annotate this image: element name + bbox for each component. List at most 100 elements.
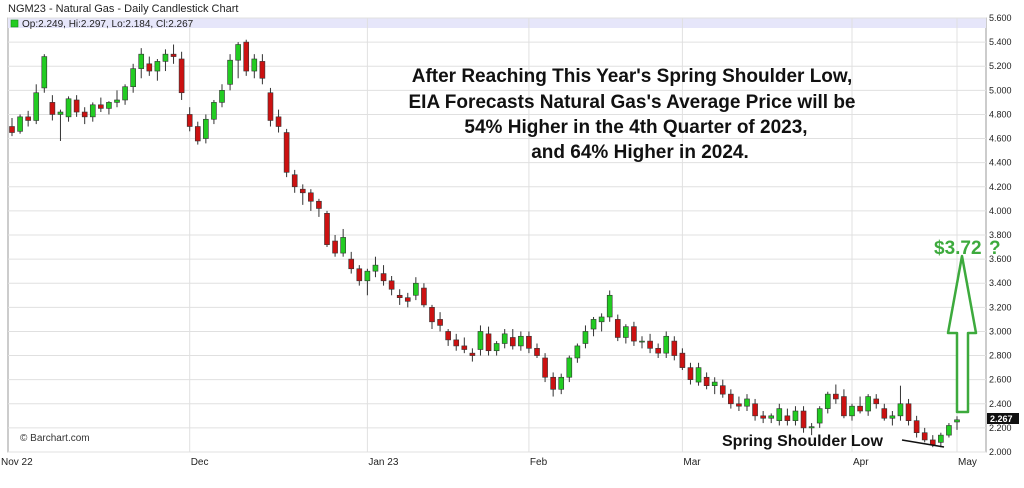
y-tick-label: 2.400 [989, 399, 1012, 409]
candle-body [89, 104, 96, 118]
x-tick-label: Apr [853, 457, 869, 468]
candle [146, 56, 153, 76]
candle-body [259, 61, 266, 79]
candle-body [938, 434, 944, 443]
candle [477, 325, 484, 356]
candle [623, 324, 629, 344]
spring-shoulder-low-pointer [901, 439, 945, 448]
candle-body [509, 337, 516, 347]
candle-body [291, 174, 298, 188]
candle-body [849, 405, 855, 417]
candle [138, 48, 145, 79]
candle [558, 373, 565, 395]
candle-body [857, 405, 863, 412]
candle [364, 268, 371, 296]
candle [57, 109, 64, 141]
candle [283, 128, 290, 178]
candle [461, 337, 468, 354]
candle-body [808, 426, 815, 429]
candles [9, 39, 960, 448]
x-tick-label: Dec [191, 457, 209, 468]
candle [728, 389, 734, 409]
candle [404, 292, 411, 308]
candle [437, 312, 443, 332]
candle [768, 413, 775, 424]
candle [89, 102, 96, 122]
candle-body [380, 273, 387, 282]
candle [380, 265, 387, 286]
candle-body [614, 319, 621, 338]
candle [606, 290, 613, 322]
candle-body [929, 439, 936, 446]
candle-body [881, 408, 888, 419]
annotation-line-1: After Reaching This Year's Spring Should… [412, 66, 853, 87]
candle-body [203, 118, 209, 139]
spring-shoulder-low-label: Spring Shoulder Low [722, 433, 883, 450]
candle [574, 343, 581, 363]
candle [251, 54, 258, 79]
candle [752, 398, 758, 421]
candle [396, 289, 403, 305]
candle [235, 42, 241, 79]
y-tick-label: 5.200 [989, 61, 1012, 71]
target-question-mark: ? [989, 238, 1001, 259]
candle-body [33, 92, 40, 121]
candle-body [308, 192, 314, 202]
candle [816, 406, 823, 428]
candle-body [122, 86, 128, 101]
candle-body [114, 99, 120, 103]
candle [857, 396, 863, 414]
candle [356, 265, 363, 286]
candle-body [106, 102, 112, 109]
y-tick-label: 2.800 [989, 351, 1012, 361]
candle [744, 394, 750, 412]
candle [849, 403, 855, 421]
candle [243, 39, 250, 76]
candle [73, 95, 80, 117]
candle [162, 49, 169, 72]
candle [259, 54, 266, 85]
candle-body [49, 102, 56, 115]
candle-body [421, 287, 427, 306]
x-tick-label: Jan 23 [368, 457, 398, 468]
candle [509, 329, 516, 350]
candle [703, 372, 710, 390]
y-tick-label: 3.000 [989, 326, 1012, 336]
candle [203, 114, 209, 144]
candle [598, 313, 605, 332]
candle [526, 331, 532, 354]
candle [106, 101, 112, 115]
y-tick-label: 3.400 [989, 278, 1012, 288]
candle [905, 398, 912, 426]
candle-body [590, 319, 597, 330]
candle [736, 396, 742, 412]
candle [267, 87, 274, 127]
candle-body [477, 331, 484, 350]
candle-body [550, 376, 556, 390]
candle-body [267, 92, 274, 121]
candle-body [413, 282, 419, 296]
candle-body [154, 61, 161, 72]
y-tick-label: 4.200 [989, 182, 1012, 192]
candle-body [639, 340, 645, 343]
candle [33, 84, 40, 125]
y-tick-label: 3.800 [989, 230, 1012, 240]
candle-body [299, 188, 306, 194]
last-price-label: 2.267 [990, 414, 1013, 424]
candle-body [647, 340, 653, 349]
candle-body [437, 319, 443, 326]
candle [719, 379, 726, 398]
candle-body [518, 335, 524, 347]
candle [114, 90, 120, 108]
y-tick-label: 3.200 [989, 302, 1012, 312]
candle-body [493, 343, 500, 352]
candle-body [138, 53, 145, 69]
candle-body [598, 316, 605, 323]
candle-body [162, 53, 169, 62]
candle [421, 283, 427, 308]
candle [340, 228, 346, 257]
candle-body [170, 53, 177, 57]
candle-body [243, 41, 250, 72]
candle [881, 403, 888, 421]
